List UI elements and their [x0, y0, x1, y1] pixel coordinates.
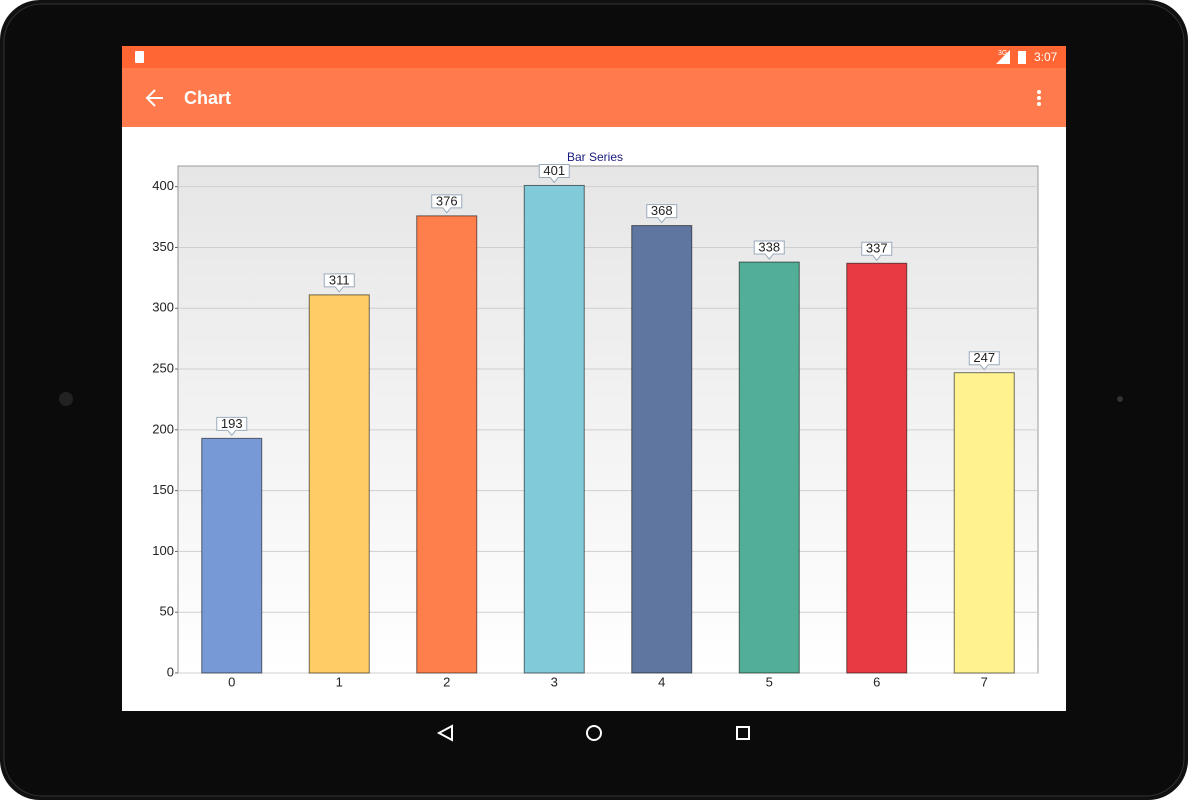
data-label-box: [323, 273, 355, 293]
bar: [846, 262, 908, 674]
nav-home[interactable]: [586, 725, 602, 741]
bar: [738, 261, 800, 674]
camera: [59, 392, 73, 406]
data-label: 368: [651, 203, 673, 218]
data-label: 311: [329, 272, 350, 287]
data-label-box: [646, 204, 678, 224]
nav-recents[interactable]: [736, 726, 750, 740]
x-tick-label: 4: [658, 674, 665, 689]
app-title: Chart: [184, 88, 231, 108]
x-tick-label: 6: [873, 674, 880, 689]
status-bar: [122, 46, 1066, 68]
bar: [201, 437, 263, 674]
data-label: 338: [758, 239, 780, 254]
data-label: 401: [543, 163, 565, 178]
back-button[interactable]: [145, 89, 163, 107]
network-type: 3G: [998, 50, 1007, 57]
bar: [953, 372, 1015, 674]
bar: [631, 225, 693, 674]
data-label-box: [753, 240, 785, 260]
battery-icon: [1018, 51, 1026, 64]
x-tick-label: 2: [443, 674, 450, 689]
data-label-box: [538, 163, 570, 184]
y-tick-label: 300: [152, 300, 174, 315]
overflow-menu[interactable]: [1037, 90, 1041, 106]
y-tick-label: 200: [152, 421, 174, 436]
x-tick-label: 1: [336, 674, 343, 689]
app-bar: [122, 68, 1066, 127]
y-tick-label: 100: [152, 543, 174, 558]
x-tick-label: 5: [766, 674, 773, 689]
data-label: 376: [436, 193, 458, 208]
data-label: 193: [221, 416, 243, 431]
signal-icon: [996, 50, 1010, 64]
data-label-box: [861, 241, 893, 262]
x-tick-label: 3: [551, 674, 558, 689]
y-tick-label: 50: [160, 604, 174, 619]
y-tick-label: 150: [152, 482, 174, 497]
y-tick-label: 250: [152, 360, 174, 375]
x-tick-label: 7: [981, 674, 988, 689]
data-label-box: [431, 194, 463, 214]
sensor: [1117, 396, 1123, 402]
y-tick-label: 0: [167, 664, 174, 679]
bar: [308, 294, 370, 674]
data-label-box: [216, 416, 248, 437]
x-tick-label: 0: [228, 674, 235, 689]
y-tick-label: 400: [152, 178, 174, 193]
bar: [523, 184, 585, 674]
data-label: 337: [866, 241, 888, 256]
clock: 3:07: [1034, 50, 1058, 64]
sd-icon: [135, 51, 144, 63]
bar: [416, 215, 478, 674]
chart: 0 50 100 150 200 250 300 350 400 0 193 1 311 2 376 3 401…: [152, 163, 1038, 689]
plot-area: [177, 165, 1039, 674]
y-tick-label: 350: [152, 239, 174, 254]
chart-title: Bar Series: [567, 150, 623, 164]
nav-back[interactable]: [436, 724, 453, 742]
data-label-box: [968, 351, 1000, 371]
data-label: 247: [973, 350, 995, 365]
nav-bar: [436, 724, 750, 742]
